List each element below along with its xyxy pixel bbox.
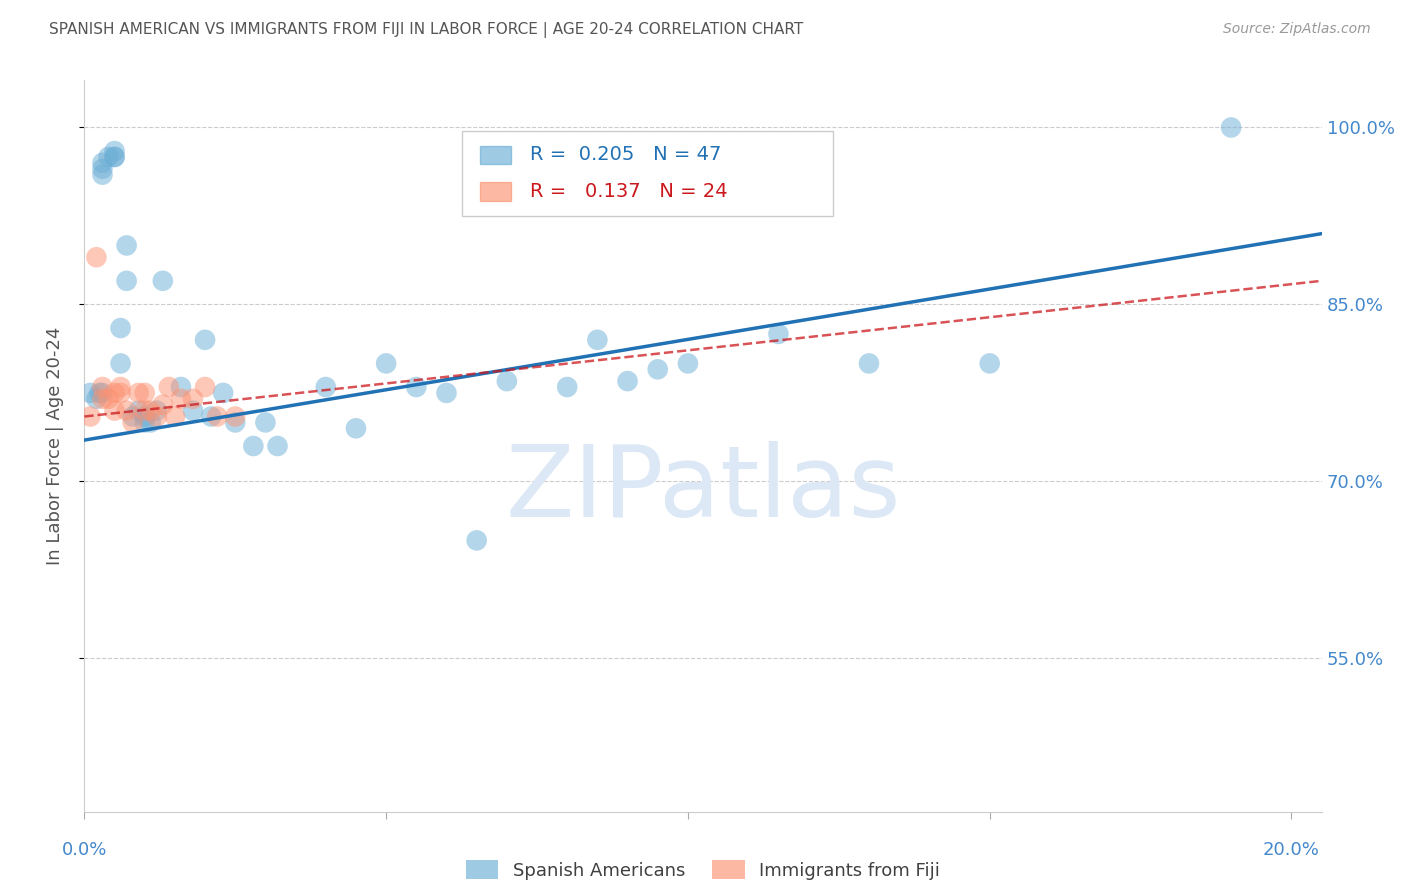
Text: 20.0%: 20.0% — [1263, 841, 1320, 859]
Point — [344, 421, 367, 435]
Point — [139, 416, 162, 430]
Point — [97, 392, 120, 406]
Point — [115, 274, 138, 288]
Text: 0.0%: 0.0% — [62, 841, 107, 859]
Text: R =   0.137   N = 24: R = 0.137 N = 24 — [530, 182, 727, 201]
Point — [79, 385, 101, 400]
Point — [616, 374, 638, 388]
Point — [254, 416, 277, 430]
Point — [152, 398, 174, 412]
Point — [170, 392, 193, 406]
Point — [676, 356, 699, 370]
Point — [86, 392, 108, 406]
Text: ZIPatlas: ZIPatlas — [505, 442, 901, 539]
Point — [97, 150, 120, 164]
Point — [110, 356, 132, 370]
Point — [91, 161, 114, 176]
Point — [465, 533, 488, 548]
Point — [495, 374, 517, 388]
Point — [170, 380, 193, 394]
Point — [134, 403, 156, 417]
Point — [224, 416, 246, 430]
Point — [103, 385, 125, 400]
Point — [436, 385, 458, 400]
Point — [242, 439, 264, 453]
Point — [200, 409, 222, 424]
Point — [146, 409, 169, 424]
Point — [139, 403, 162, 417]
Point — [224, 409, 246, 424]
Y-axis label: In Labor Force | Age 20-24: In Labor Force | Age 20-24 — [45, 326, 63, 566]
Point — [91, 385, 114, 400]
FancyBboxPatch shape — [481, 182, 512, 201]
Point — [979, 356, 1001, 370]
Point — [86, 250, 108, 264]
Point — [194, 333, 217, 347]
FancyBboxPatch shape — [481, 145, 512, 164]
Point — [128, 385, 150, 400]
FancyBboxPatch shape — [461, 131, 832, 216]
Point — [647, 362, 669, 376]
Point — [110, 380, 132, 394]
Point — [103, 150, 125, 164]
Point — [1220, 120, 1243, 135]
Point — [134, 385, 156, 400]
Text: R =  0.205   N = 47: R = 0.205 N = 47 — [530, 145, 721, 164]
Legend: Spanish Americans, Immigrants from Fiji: Spanish Americans, Immigrants from Fiji — [458, 853, 948, 887]
Point — [405, 380, 427, 394]
Point — [121, 409, 143, 424]
Point — [91, 156, 114, 170]
Point — [110, 321, 132, 335]
Point — [103, 403, 125, 417]
Point — [205, 409, 228, 424]
Point — [858, 356, 880, 370]
Point — [91, 392, 114, 406]
Point — [103, 144, 125, 158]
Point — [212, 385, 235, 400]
Point — [375, 356, 398, 370]
Point — [181, 392, 204, 406]
Point — [121, 416, 143, 430]
Point — [89, 385, 111, 400]
Point — [79, 409, 101, 424]
Text: SPANISH AMERICAN VS IMMIGRANTS FROM FIJI IN LABOR FORCE | AGE 20-24 CORRELATION : SPANISH AMERICAN VS IMMIGRANTS FROM FIJI… — [49, 22, 803, 38]
Point — [115, 238, 138, 252]
Point — [91, 168, 114, 182]
Point — [91, 380, 114, 394]
Point — [555, 380, 578, 394]
Point — [146, 403, 169, 417]
Point — [768, 326, 790, 341]
Point — [157, 380, 180, 394]
Point — [181, 403, 204, 417]
Point — [134, 416, 156, 430]
Text: Source: ZipAtlas.com: Source: ZipAtlas.com — [1223, 22, 1371, 37]
Point — [152, 274, 174, 288]
Point — [586, 333, 609, 347]
Point — [134, 409, 156, 424]
Point — [128, 403, 150, 417]
Point — [315, 380, 337, 394]
Point — [266, 439, 288, 453]
Point — [163, 409, 186, 424]
Point — [103, 150, 125, 164]
Point — [194, 380, 217, 394]
Point — [110, 385, 132, 400]
Point — [115, 403, 138, 417]
